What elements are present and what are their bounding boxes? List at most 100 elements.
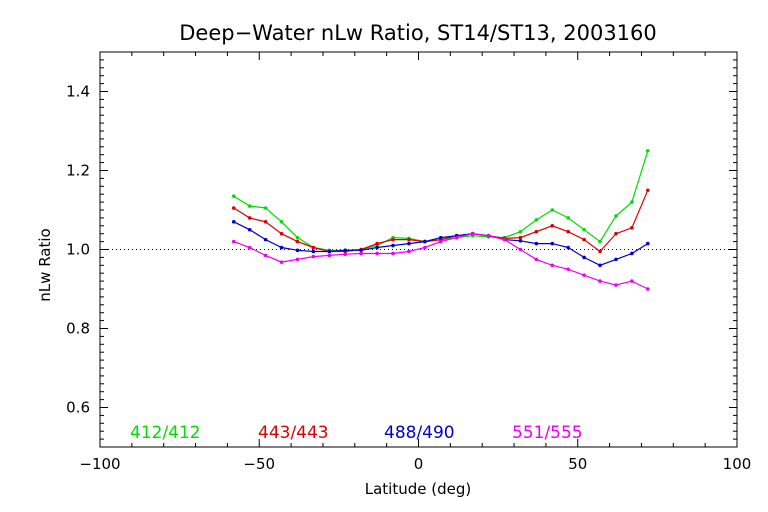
data-point — [534, 229, 539, 234]
data-point — [486, 233, 491, 238]
legend-entry: 488/490 — [384, 423, 455, 443]
y-tick-label: 1.4 — [66, 83, 90, 101]
data-point — [231, 194, 236, 198]
legend-entry: 551/555 — [512, 423, 583, 443]
data-point — [598, 239, 602, 244]
data-point — [614, 214, 618, 218]
data-point — [630, 251, 634, 256]
data-point — [582, 227, 586, 232]
data-point — [630, 200, 634, 204]
data-point — [375, 241, 379, 246]
data-point — [295, 235, 300, 240]
data-point — [295, 257, 300, 262]
y-tick-label: 1.2 — [66, 162, 90, 180]
x-tick-label: −100 — [79, 455, 120, 473]
series-group — [231, 148, 650, 291]
data-point — [614, 231, 618, 236]
data-point — [247, 245, 252, 250]
data-point — [231, 220, 236, 224]
legend: 412/412 443/443 488/490 551/555 — [130, 423, 583, 443]
data-point — [630, 225, 634, 230]
data-point — [263, 206, 268, 210]
data-point — [598, 263, 602, 268]
series-line — [233, 150, 649, 251]
data-point — [566, 245, 570, 250]
data-point — [646, 241, 650, 246]
data-point — [550, 241, 555, 246]
data-point — [311, 245, 316, 250]
data-point — [279, 260, 284, 264]
data-point — [247, 216, 252, 220]
data-point — [646, 188, 650, 193]
y-axis: 0.6 0.8 1.0 1.2 1.4 — [66, 51, 737, 448]
data-point — [518, 239, 523, 243]
data-point — [375, 245, 379, 250]
y-axis-label: nLw Ratio — [36, 228, 54, 301]
data-point — [438, 239, 443, 244]
data-point — [263, 253, 268, 258]
data-point — [407, 241, 411, 246]
data-point — [423, 239, 427, 244]
data-point — [534, 257, 539, 262]
data-point — [359, 248, 363, 253]
data-point — [582, 237, 586, 242]
data-point — [646, 148, 650, 153]
x-tick-label: 50 — [568, 455, 587, 473]
x-axis: −100 −50 0 50 100 — [79, 52, 751, 473]
data-point — [359, 251, 363, 256]
data-point — [646, 287, 650, 291]
data-point — [327, 253, 332, 258]
series-3 — [231, 231, 650, 291]
y-tick-label: 1.0 — [66, 241, 90, 259]
data-point — [598, 279, 602, 283]
data-point — [518, 229, 523, 234]
data-point — [391, 243, 395, 248]
data-point — [391, 237, 395, 242]
data-point — [407, 237, 411, 242]
data-point — [582, 273, 586, 277]
data-point — [566, 267, 570, 272]
data-point — [630, 279, 634, 283]
data-point — [518, 235, 523, 240]
data-point — [598, 249, 602, 254]
data-point — [263, 220, 268, 224]
data-point — [231, 239, 236, 244]
data-point — [247, 204, 252, 208]
y-tick-label: 0.6 — [66, 399, 90, 417]
data-point — [295, 248, 300, 253]
data-point — [534, 218, 539, 222]
data-point — [550, 263, 555, 268]
data-point — [311, 254, 316, 259]
data-point — [343, 248, 348, 253]
data-point — [438, 235, 443, 240]
data-point — [423, 245, 427, 250]
data-point — [566, 216, 570, 220]
data-point — [279, 231, 284, 236]
data-point — [550, 208, 555, 212]
data-point — [375, 251, 379, 256]
data-point — [343, 252, 348, 257]
data-point — [614, 283, 618, 287]
data-point — [279, 220, 284, 224]
legend-entry: 412/412 — [130, 423, 201, 443]
data-point — [247, 227, 252, 232]
data-point — [518, 247, 523, 252]
data-point — [582, 255, 586, 260]
data-point — [407, 249, 411, 254]
chart-title: Deep−Water nLw Ratio, ST14/ST13, 2003160 — [179, 21, 657, 45]
data-point — [470, 231, 475, 236]
data-point — [231, 206, 236, 210]
data-point — [502, 237, 507, 242]
data-point — [614, 257, 618, 262]
data-point — [279, 245, 284, 250]
legend-entry: 443/443 — [258, 423, 329, 443]
data-point — [550, 224, 555, 228]
data-point — [311, 249, 316, 254]
x-tick-label: −50 — [243, 455, 275, 473]
data-point — [295, 239, 300, 244]
data-point — [263, 237, 268, 242]
y-tick-label: 0.8 — [66, 320, 90, 338]
x-tick-label: 0 — [414, 455, 424, 473]
data-point — [327, 249, 332, 254]
